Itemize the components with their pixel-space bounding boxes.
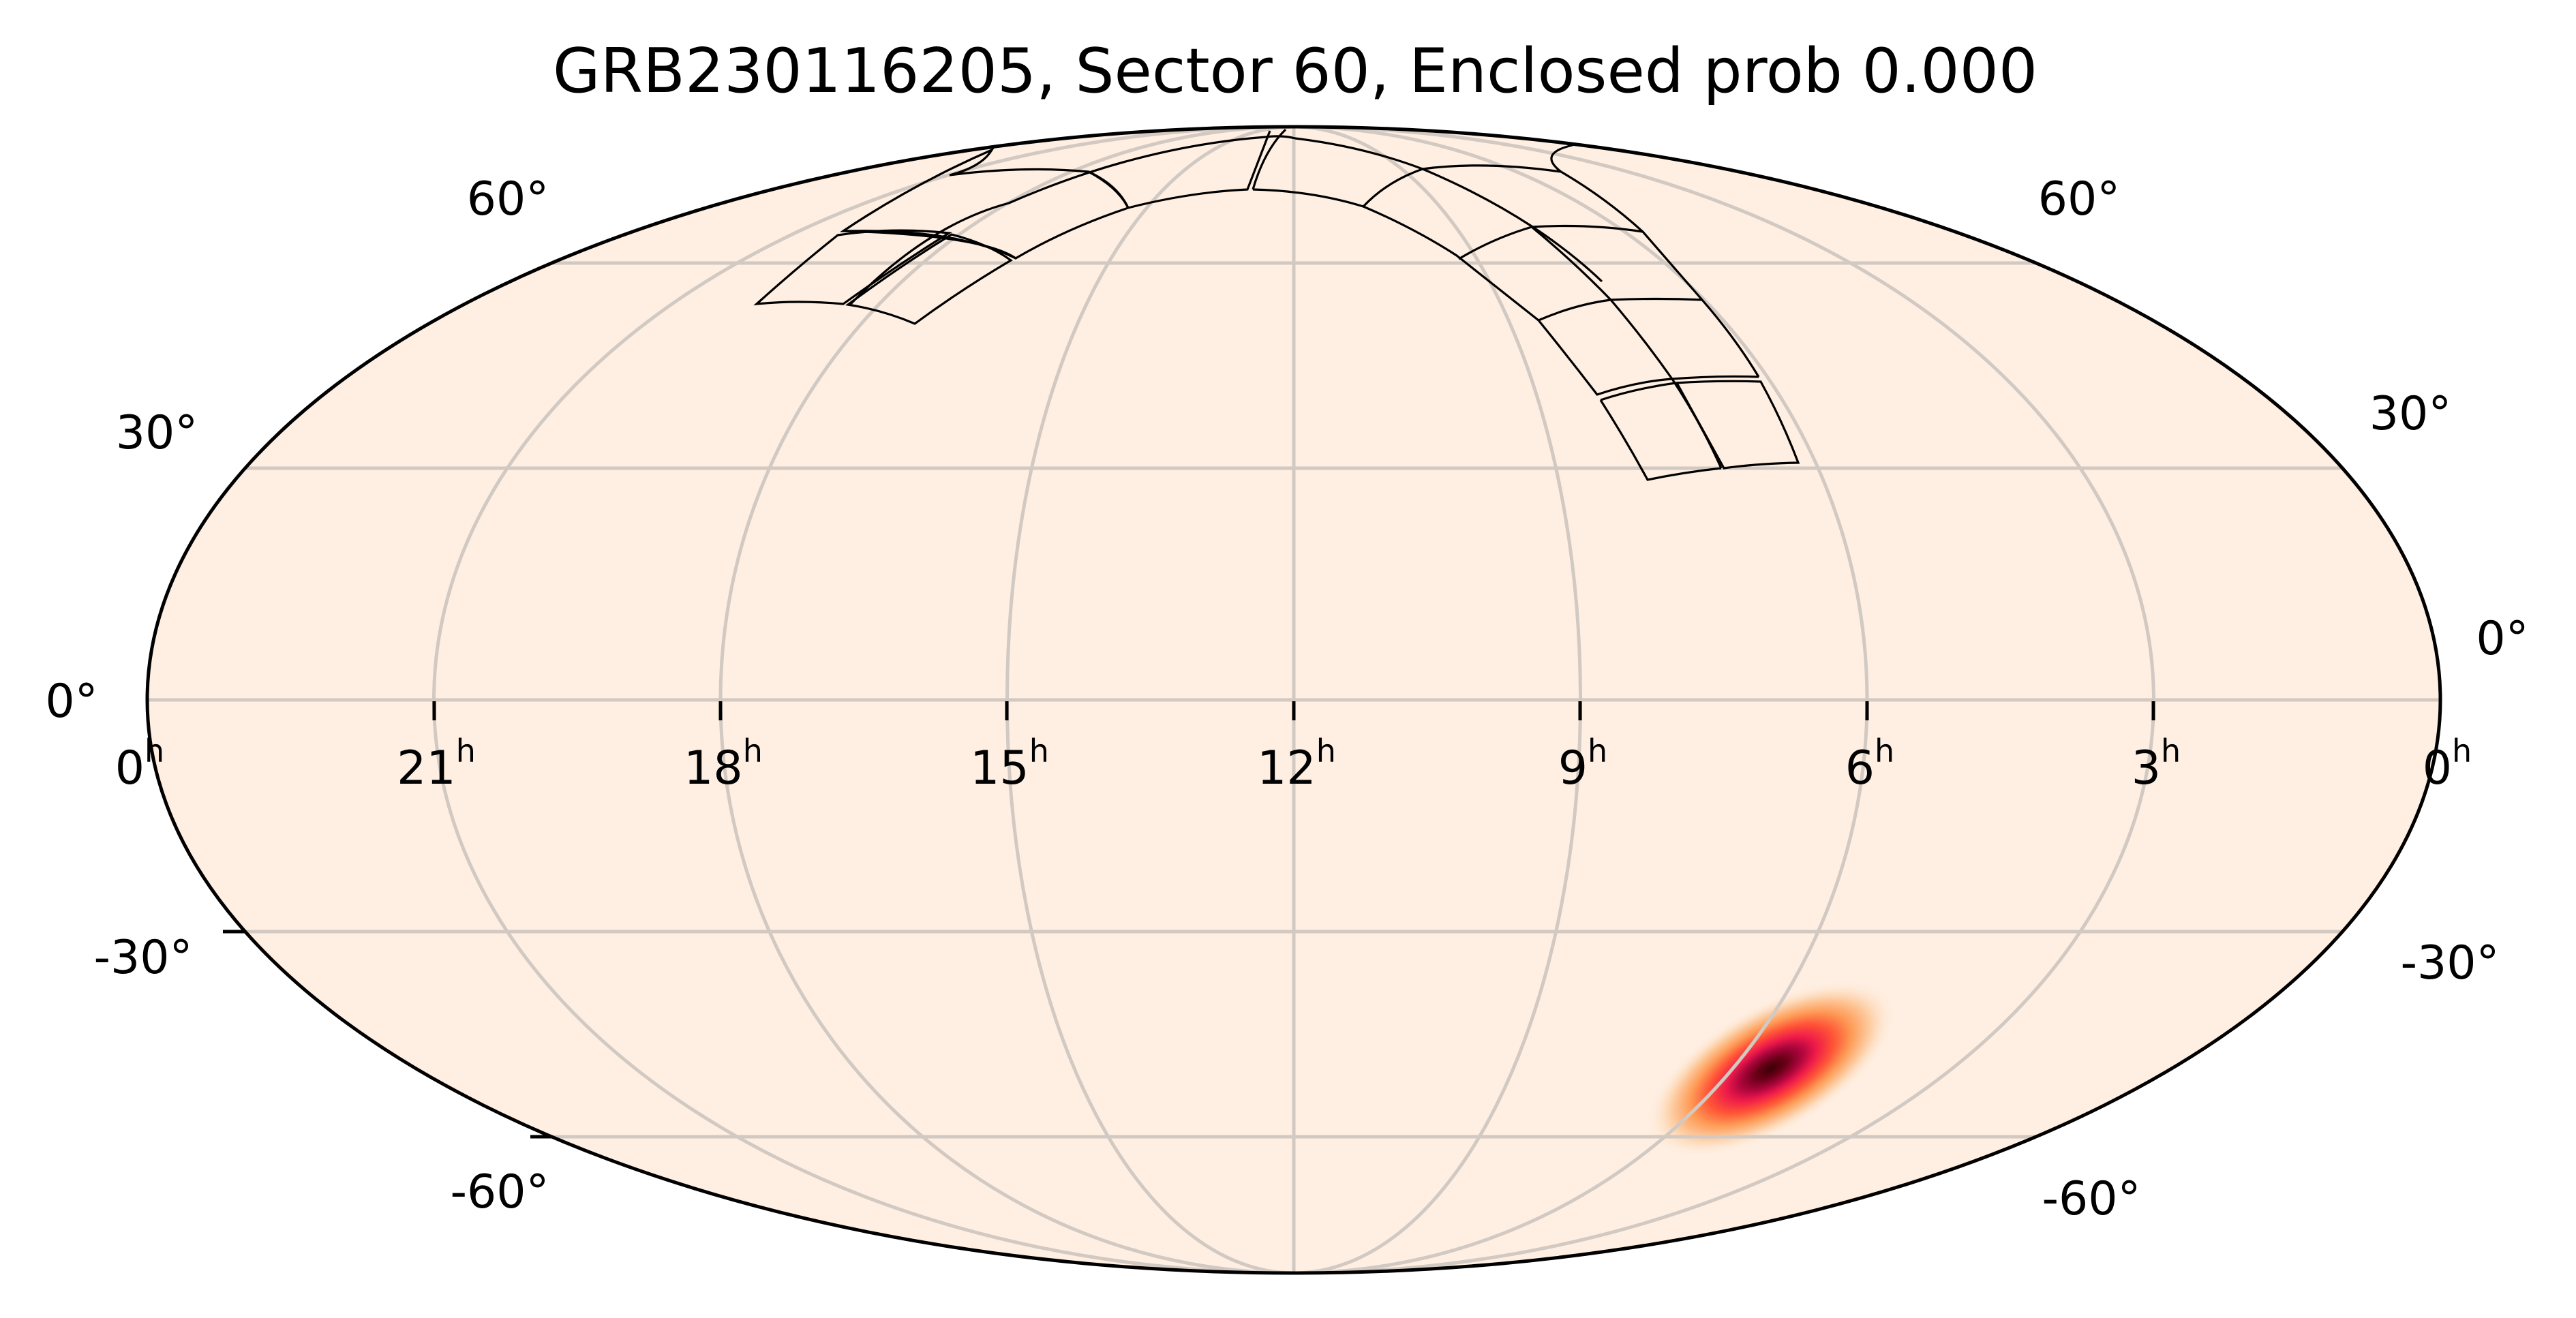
dec-label-0-right: 0° bbox=[2476, 612, 2528, 666]
dec-label-30-right: 30° bbox=[2369, 387, 2452, 441]
ra-label-0h-left: 0h bbox=[115, 733, 164, 795]
dec-label-m60-right: -60° bbox=[2042, 1172, 2140, 1226]
ra-label-18h: 18h bbox=[684, 733, 763, 795]
dec-label-m30-right: -30° bbox=[2400, 936, 2499, 990]
footprint-ccd bbox=[1537, 319, 1759, 396]
dec-tick-labels-right: 60° 30° 0° -30° -60° bbox=[2038, 172, 2529, 1226]
footprint-ccd bbox=[1363, 205, 1539, 322]
dec-label-m60-left: -60° bbox=[450, 1165, 549, 1219]
ra-label-21h: 21h bbox=[397, 733, 476, 795]
footprint-ccd bbox=[1599, 399, 1722, 481]
ra-tick-labels: 0h 21h 18h 15h 12h 9h 6h 3h 0h bbox=[115, 733, 2472, 795]
grb-probability-region bbox=[1646, 980, 1896, 1157]
ra-label-9h: 9h bbox=[1558, 733, 1607, 795]
footprint-ccd bbox=[1294, 137, 1603, 283]
footprint-ccd bbox=[1422, 144, 1573, 174]
footprint-ccd bbox=[1252, 168, 1423, 208]
chart-title: GRB230116205, Sector 60, Enclosed prob 0… bbox=[553, 35, 2037, 107]
footprint-ccd bbox=[845, 230, 1016, 260]
footprint-ccd bbox=[1088, 170, 1130, 209]
tess-footprints bbox=[753, 128, 1800, 481]
dec-label-0-left: 0° bbox=[45, 675, 97, 729]
ra-gridlines bbox=[432, 127, 2155, 1273]
footprint-ccd bbox=[845, 233, 1013, 325]
footprint-ccd bbox=[1127, 130, 1271, 209]
ra-label-12h: 12h bbox=[1257, 733, 1336, 795]
ra-label-15h: 15h bbox=[970, 733, 1049, 795]
dec-label-60-left: 60° bbox=[467, 172, 549, 226]
footprint-ccd bbox=[753, 229, 952, 306]
ra-label-0h-right: 0h bbox=[2423, 733, 2472, 795]
dec-label-30-left: 30° bbox=[116, 406, 198, 460]
ra-label-3h: 3h bbox=[2132, 733, 2181, 795]
plot-frame bbox=[145, 125, 2442, 1275]
footprint-ccd bbox=[1538, 297, 1703, 322]
dec-gridlines bbox=[147, 261, 2440, 1139]
footprint-ccd bbox=[1600, 380, 1800, 470]
dec-tick-marks bbox=[223, 930, 552, 1139]
ra-label-6h: 6h bbox=[1845, 733, 1894, 795]
dec-label-m30-left: -30° bbox=[93, 931, 192, 985]
dec-label-60-right: 60° bbox=[2038, 172, 2121, 226]
dec-tick-labels-left: 60° 30° 0° -30° -60° bbox=[45, 172, 549, 1219]
footprint-ccd bbox=[1252, 128, 1287, 190]
ra-tick-marks bbox=[432, 701, 2155, 720]
